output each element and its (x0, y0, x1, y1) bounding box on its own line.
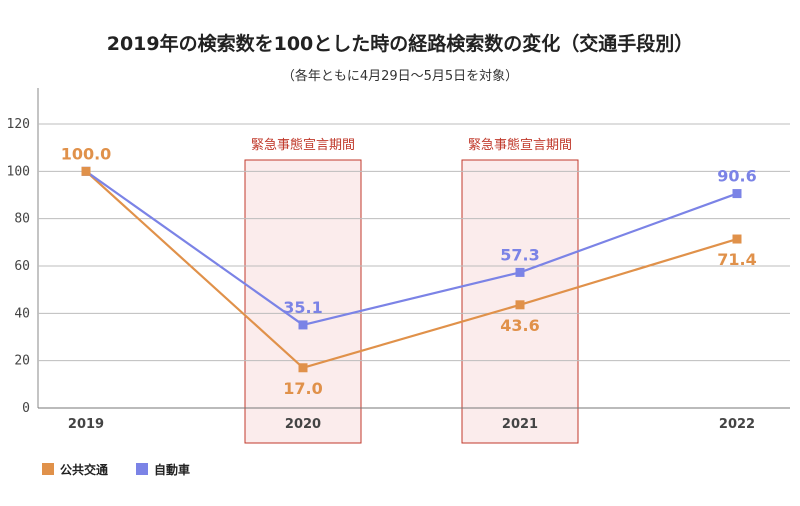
chart-subtitle: （各年ともに4月29日〜5月5日を対象） (282, 68, 518, 84)
series-point-1-1 (298, 320, 308, 330)
series-line-1 (85, 170, 738, 327)
x-tick-label-2019: 2019 (68, 417, 104, 432)
data-labels: 100.0 17.0 43.6 71.4 35.1 57.3 90.6 (61, 144, 757, 397)
legend-swatch-public-transport (42, 463, 54, 475)
gridlines (37, 88, 790, 409)
series-points (81, 166, 742, 373)
y-tick-label-80: 80 (14, 212, 30, 227)
series-lines (85, 170, 738, 369)
data-label-0-2: 43.6 (500, 316, 539, 335)
series-point-0-3 (732, 234, 742, 244)
legend-label-public-transport: 公共交通 (60, 462, 108, 477)
legend-swatch-car (136, 463, 148, 475)
data-label-1-3: 90.6 (717, 167, 756, 186)
series-point-0-1 (298, 363, 308, 373)
annotation-bands: 緊急事態宣言期間 緊急事態宣言期間 (244, 137, 579, 444)
y-tick-label-60: 60 (14, 259, 30, 274)
data-label-0-0: 100.0 (61, 144, 112, 163)
x-tick-label-2021: 2021 (502, 417, 538, 432)
y-axis-ticks: 0 20 40 60 80 100 120 (7, 117, 30, 416)
emergency-band-label-2021: 緊急事態宣言期間 (468, 137, 572, 153)
series-point-1-2 (515, 267, 525, 277)
data-label-0-1: 17.0 (283, 379, 322, 398)
y-tick-label-40: 40 (14, 306, 30, 321)
y-tick-label-0: 0 (22, 401, 30, 416)
emergency-band-2020 (244, 159, 362, 444)
emergency-band-2021 (461, 159, 579, 444)
data-label-1-1: 35.1 (283, 298, 322, 317)
emergency-band-label-2020: 緊急事態宣言期間 (251, 137, 355, 153)
x-axis-ticks: 2019 2020 2021 2022 (68, 417, 755, 432)
y-tick-label-20: 20 (14, 354, 30, 369)
x-tick-label-2022: 2022 (719, 417, 755, 432)
x-tick-label-2020: 2020 (285, 417, 321, 432)
series-point-1-3 (732, 189, 742, 199)
y-tick-label-120: 120 (7, 117, 30, 132)
series-point-0-2 (515, 300, 525, 310)
legend-label-car: 自動車 (154, 462, 190, 477)
data-label-0-3: 71.4 (717, 250, 756, 269)
series-line-0 (85, 170, 738, 369)
legend: 公共交通 自動車 (42, 462, 190, 477)
data-label-1-2: 57.3 (500, 245, 539, 264)
chart-title: 2019年の検索数を100とした時の経路検索数の変化（交通手段別） (107, 32, 694, 55)
series-point-0-0 (81, 166, 91, 176)
y-tick-label-100: 100 (7, 164, 30, 179)
